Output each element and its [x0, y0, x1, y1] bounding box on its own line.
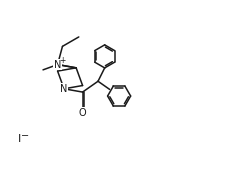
Text: N: N: [60, 84, 68, 94]
Text: I: I: [18, 134, 21, 144]
Text: O: O: [79, 108, 86, 118]
Text: −: −: [21, 131, 29, 141]
Text: N: N: [54, 59, 61, 70]
Text: +: +: [58, 56, 65, 65]
